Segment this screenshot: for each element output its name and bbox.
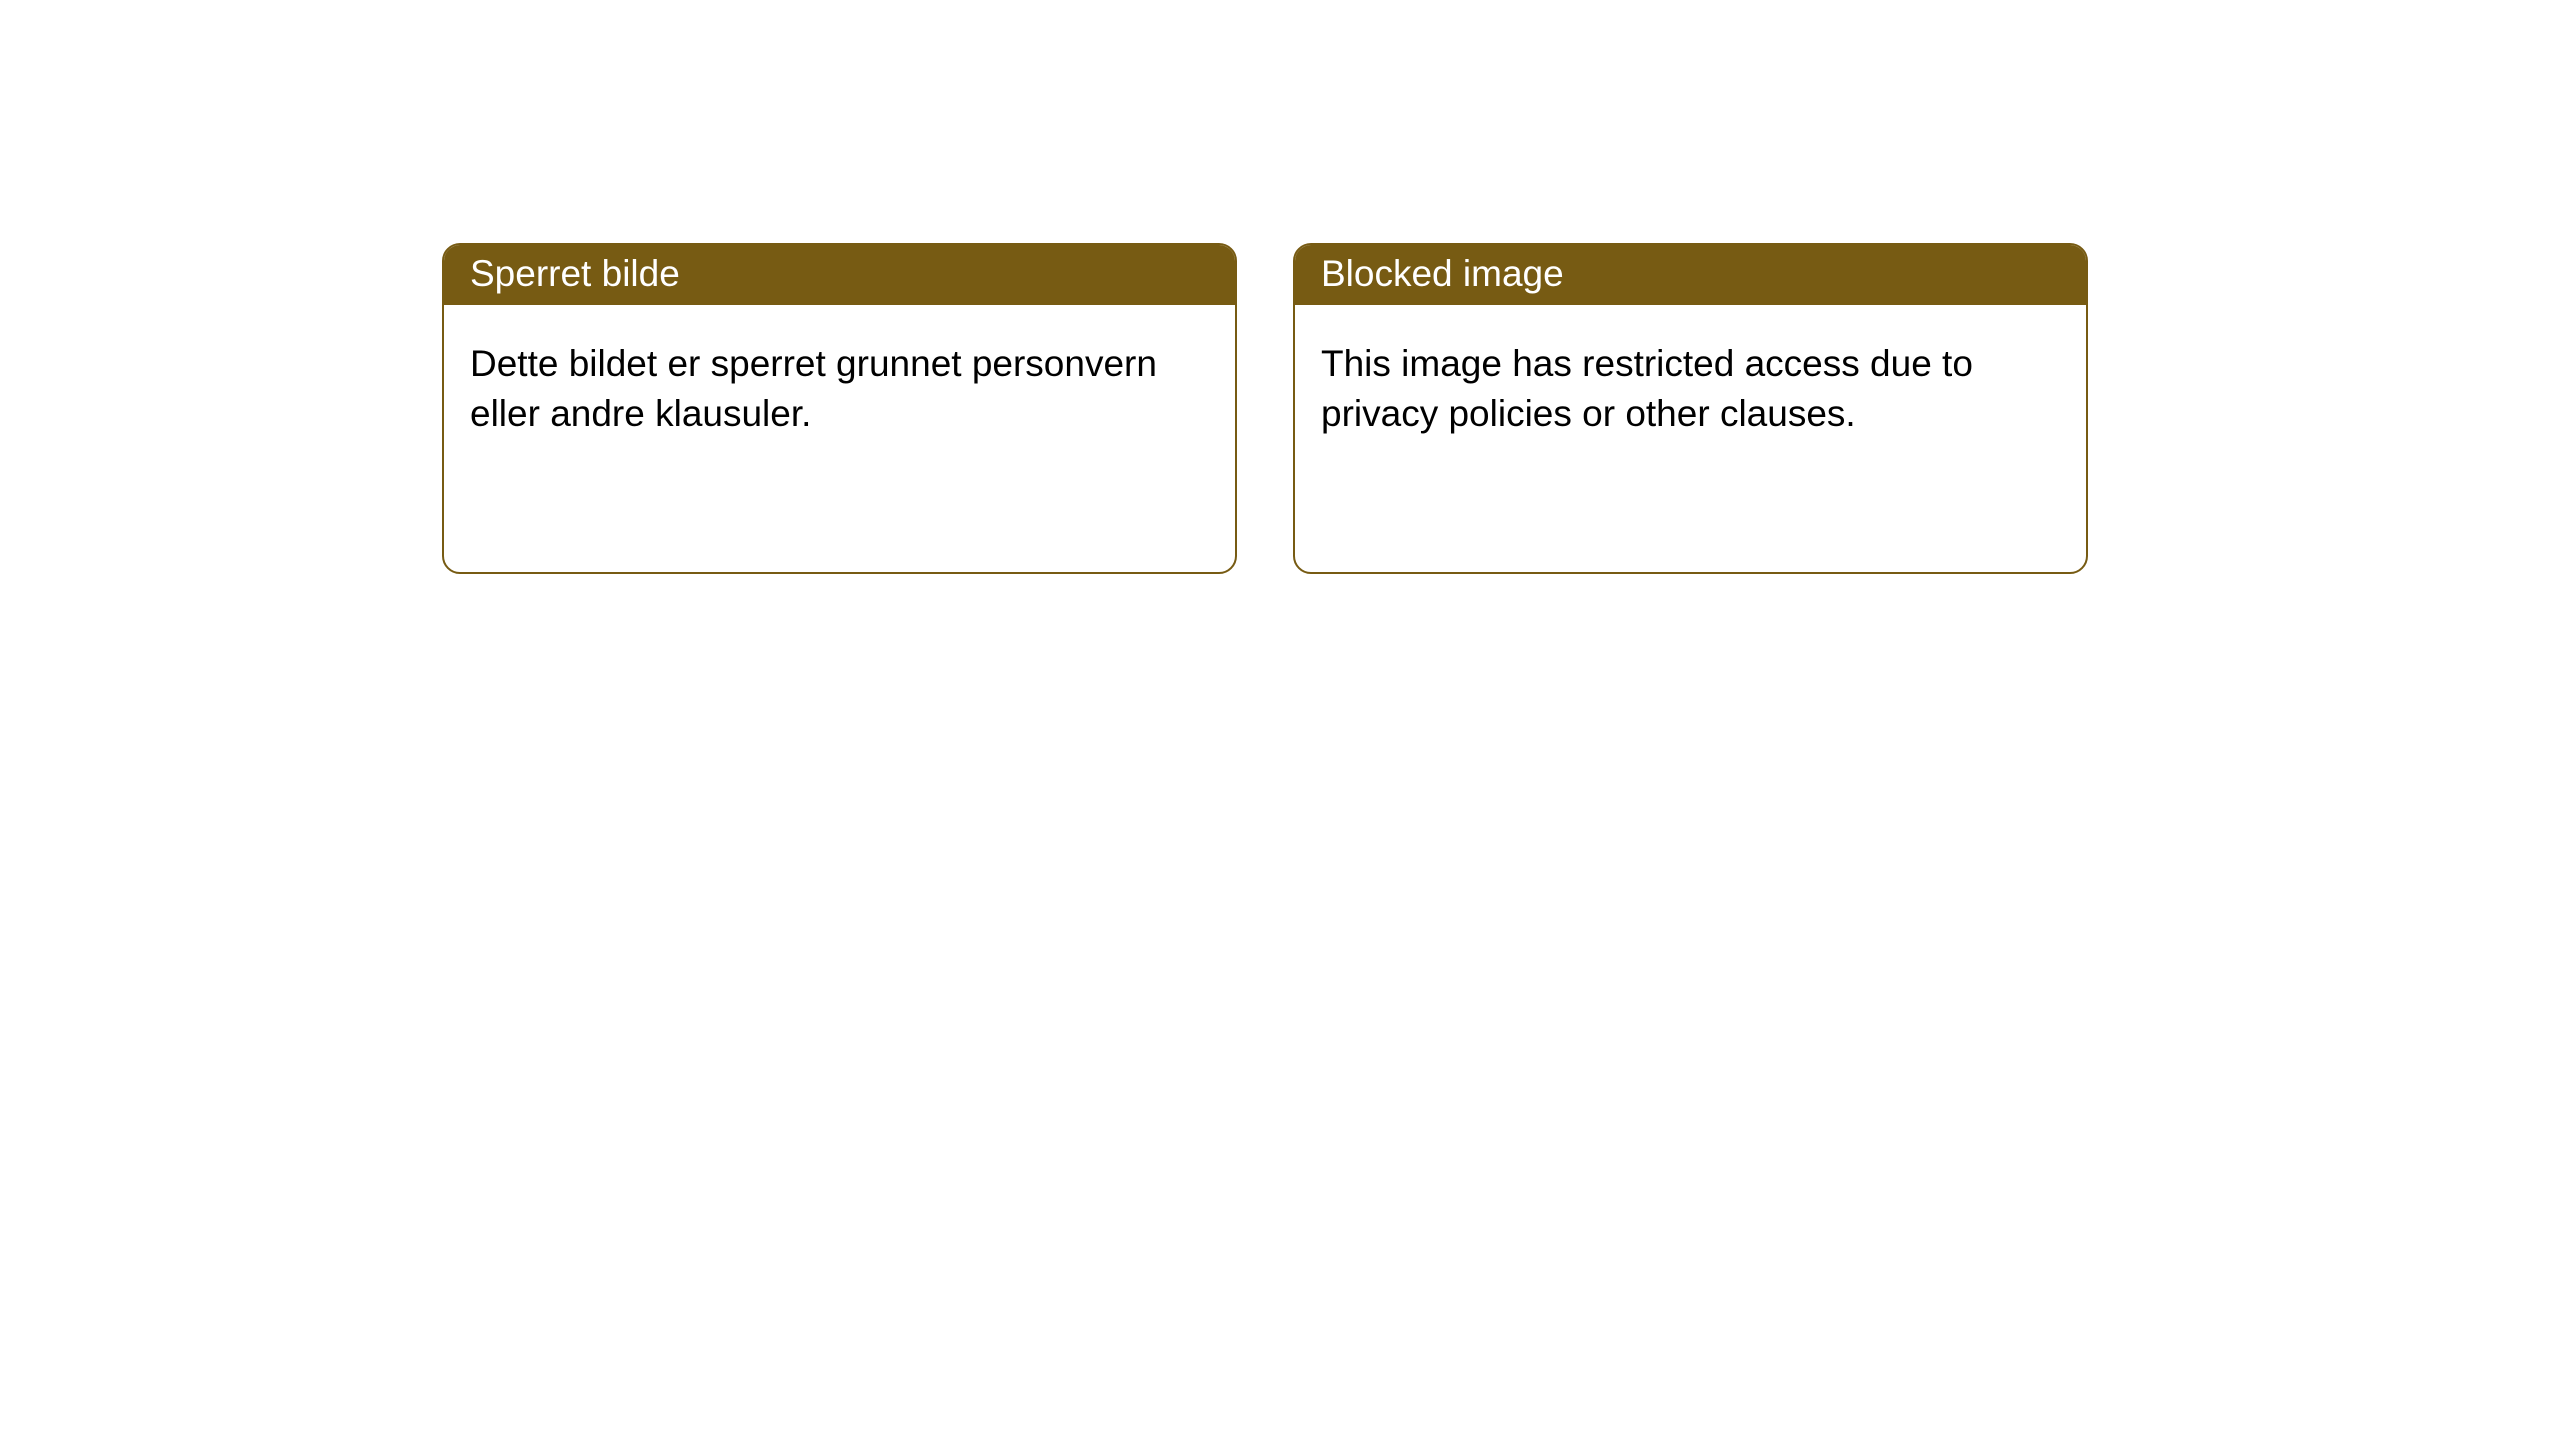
notice-card-english: Blocked image This image has restricted … bbox=[1293, 243, 2088, 574]
notice-body: This image has restricted access due to … bbox=[1295, 305, 2086, 465]
notice-card-norwegian: Sperret bilde Dette bildet er sperret gr… bbox=[442, 243, 1237, 574]
notice-header: Sperret bilde bbox=[444, 245, 1235, 305]
notice-body: Dette bildet er sperret grunnet personve… bbox=[444, 305, 1235, 465]
notice-container: Sperret bilde Dette bildet er sperret gr… bbox=[0, 0, 2560, 574]
notice-header: Blocked image bbox=[1295, 245, 2086, 305]
